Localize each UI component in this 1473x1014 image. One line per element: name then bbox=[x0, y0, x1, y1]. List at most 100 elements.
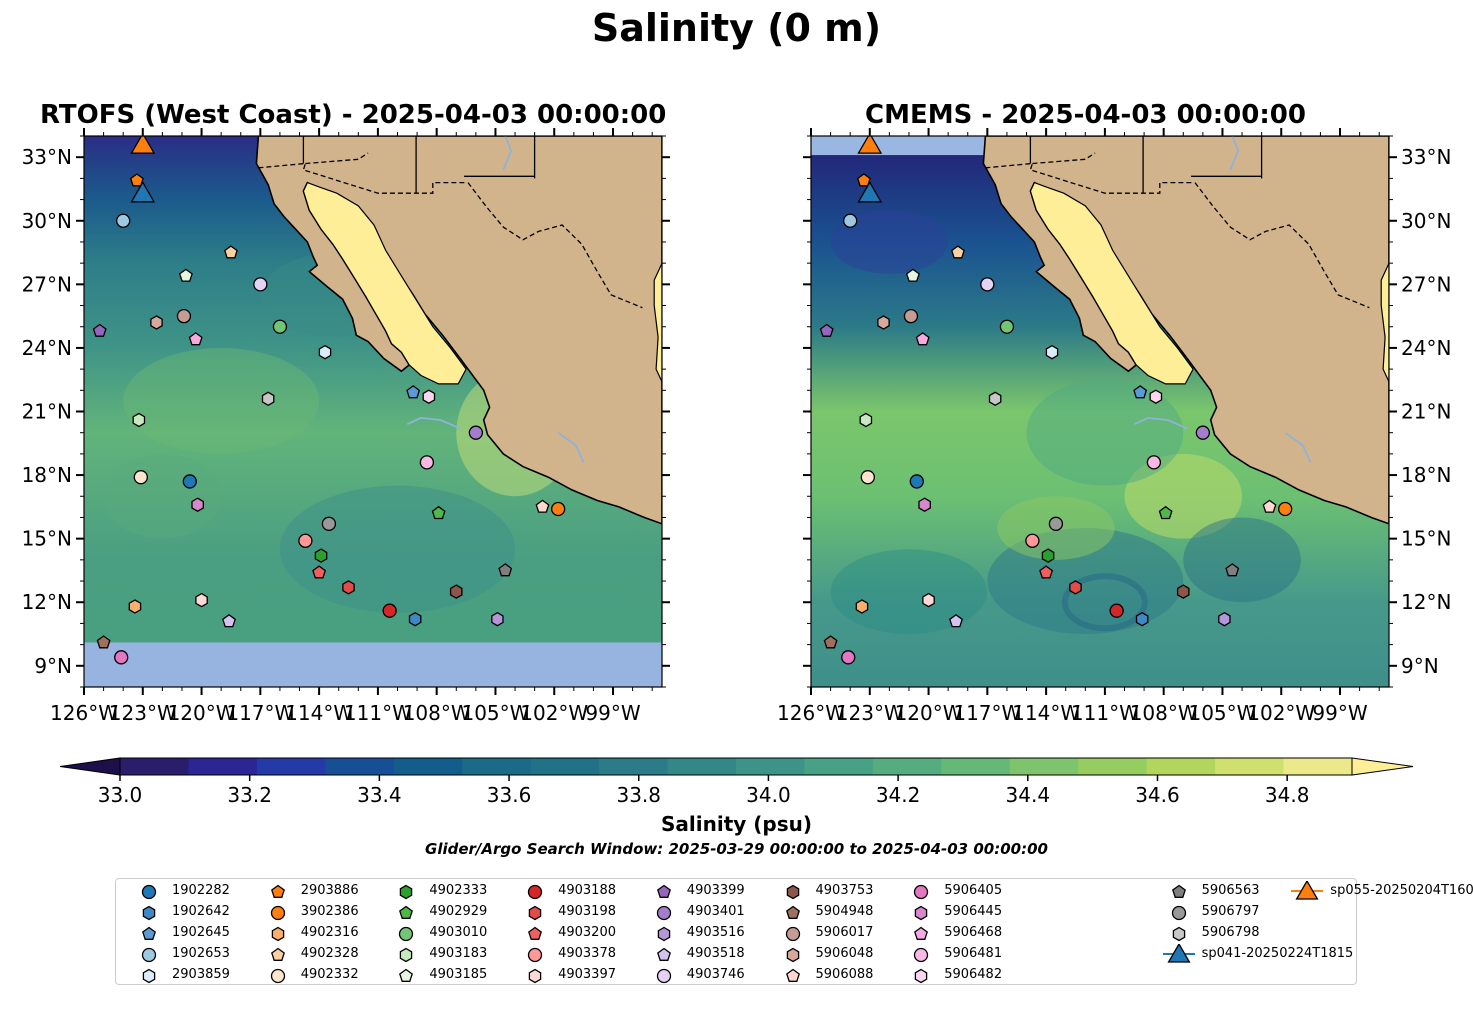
legend-label: 5906468 bbox=[944, 925, 1003, 940]
legend-marker-1902642 bbox=[142, 905, 156, 921]
float-marker-5906797 bbox=[321, 516, 337, 531]
legend-label: 5906481 bbox=[944, 946, 1003, 961]
x-tick-label: 120°W bbox=[168, 701, 236, 725]
legend-label: 5906798 bbox=[1201, 925, 1260, 940]
legend-label: 5906405 bbox=[944, 883, 1003, 898]
legend-label: 4903188 bbox=[558, 883, 616, 898]
legend-marker-4902333 bbox=[400, 884, 413, 900]
float-marker-4903188 bbox=[1109, 603, 1124, 618]
y-tick-label: 30°N bbox=[22, 209, 72, 233]
float-marker-5906797 bbox=[1048, 516, 1064, 531]
x-tick-label: 105°W bbox=[461, 701, 529, 725]
x-tick-label: 126°W bbox=[50, 701, 118, 725]
float-marker-3902386 bbox=[1278, 501, 1293, 517]
colorbar-tick-label: 33.4 bbox=[357, 783, 402, 807]
panel-title-cmems: CMEMS - 2025-04-03 00:00:00 bbox=[865, 100, 1306, 130]
legend-label: 5906088 bbox=[815, 967, 874, 982]
x-tick-label: 108°W bbox=[403, 701, 471, 725]
legend-label: 5906563 bbox=[1201, 883, 1260, 898]
float-marker-5906405 bbox=[114, 650, 129, 665]
float-marker-4902316 bbox=[128, 599, 142, 614]
float-marker-4903198 bbox=[1069, 580, 1082, 595]
y-tick-label: 12°N bbox=[22, 590, 72, 614]
float-marker-5906563 bbox=[498, 563, 513, 577]
colorbar-segment bbox=[599, 758, 669, 775]
float-marker-4903518 bbox=[222, 613, 236, 628]
float-marker-5906048 bbox=[877, 315, 890, 330]
float-marker-1902642 bbox=[408, 611, 422, 627]
legend-label: 4902328 bbox=[300, 946, 359, 961]
legend-label: 4903397 bbox=[558, 967, 616, 982]
legend-marker-4903753 bbox=[786, 884, 799, 900]
legend-marker-1902645 bbox=[142, 926, 156, 940]
x-tick-label: 114°W bbox=[1012, 701, 1080, 725]
legend-label: 1902282 bbox=[172, 883, 230, 898]
float-marker-1902282 bbox=[182, 474, 197, 489]
legend-label: 5906482 bbox=[944, 967, 1003, 982]
float-marker-5906088 bbox=[1262, 499, 1277, 513]
float-marker-1902653 bbox=[116, 213, 131, 228]
y-tick-label: 27°N bbox=[22, 272, 72, 296]
y-tick-label: 24°N bbox=[1401, 336, 1451, 360]
colorbar-tick-label: 34.2 bbox=[876, 783, 921, 807]
legend-marker-5906482 bbox=[914, 968, 928, 984]
legend-label: 4903753 bbox=[815, 883, 874, 898]
legend-marker-4903010 bbox=[399, 926, 414, 942]
legend-label: 4903399 bbox=[686, 883, 745, 898]
y-tick-label: 15°N bbox=[1401, 527, 1451, 551]
x-tick-label: 117°W bbox=[226, 701, 294, 725]
y-tick-label: 9°N bbox=[34, 654, 72, 678]
legend-marker-4903518 bbox=[656, 947, 671, 961]
float-marker-2903886 bbox=[856, 173, 871, 187]
colorbar-segment bbox=[872, 758, 942, 775]
float-marker-5906017 bbox=[176, 308, 192, 324]
y-tick-label: 27°N bbox=[1401, 272, 1451, 296]
legend-label: 5906445 bbox=[944, 904, 1003, 919]
float-marker-1902282 bbox=[909, 474, 924, 489]
map-panel-rtofs: 126°W123°W120°W117°W114°W111°W108°W105°W… bbox=[22, 128, 670, 725]
float-marker-4903378 bbox=[1025, 533, 1040, 548]
y-tick-label: 21°N bbox=[1401, 400, 1451, 424]
legend-marker-4903198 bbox=[528, 905, 542, 921]
legend-marker-4903188 bbox=[527, 884, 543, 900]
float-marker-5906482 bbox=[1149, 389, 1163, 404]
legend-marker-4903200 bbox=[528, 926, 543, 940]
float-marker-4902328 bbox=[951, 245, 965, 259]
legend-label: 1902653 bbox=[172, 946, 230, 961]
legend-label: 4902332 bbox=[300, 967, 359, 982]
float-marker-5906405 bbox=[841, 650, 856, 665]
float-marker-1902642 bbox=[1135, 611, 1149, 627]
river bbox=[1133, 416, 1188, 430]
float-marker-5906481 bbox=[1146, 455, 1162, 470]
legend-label: 3902386 bbox=[300, 904, 359, 919]
x-tick-label: 120°W bbox=[895, 701, 963, 725]
gulf-of-mexico-edge bbox=[1380, 262, 1389, 383]
legend-label: 1902642 bbox=[172, 904, 230, 919]
legend-label: 5904948 bbox=[815, 904, 874, 919]
y-tick-label: 18°N bbox=[1401, 463, 1451, 487]
country-border bbox=[1194, 182, 1370, 309]
glider-marker-sp041-20250224T1815 bbox=[857, 180, 883, 203]
float-marker-1902645 bbox=[406, 385, 421, 399]
colorbar-segment bbox=[1215, 758, 1285, 775]
country-border bbox=[467, 182, 643, 309]
colorbar-segment bbox=[1146, 758, 1216, 775]
colorbar-tick-label: 33.2 bbox=[227, 783, 272, 807]
legend-label: 4903183 bbox=[429, 946, 488, 961]
x-tick-label: 108°W bbox=[1130, 701, 1198, 725]
float-marker-4903185 bbox=[905, 268, 920, 282]
river bbox=[502, 136, 513, 171]
float-marker-4903010 bbox=[999, 319, 1015, 334]
legend-marker-5906798 bbox=[1172, 926, 1185, 942]
colorbar-tick-label: 33.6 bbox=[487, 783, 532, 807]
colorbar-tick-label: 33.8 bbox=[616, 783, 661, 807]
legend-marker-4902929 bbox=[399, 905, 414, 919]
x-tick-label: 123°W bbox=[109, 701, 177, 725]
float-marker-4903188 bbox=[382, 603, 397, 618]
float-marker-1902645 bbox=[1133, 385, 1148, 399]
legend-label: 2903886 bbox=[300, 883, 359, 898]
colorbar-segment bbox=[941, 758, 1011, 775]
float-marker-4903183 bbox=[859, 412, 873, 428]
legend-marker-4902328 bbox=[270, 947, 285, 961]
float-marker-5906048 bbox=[150, 315, 163, 330]
